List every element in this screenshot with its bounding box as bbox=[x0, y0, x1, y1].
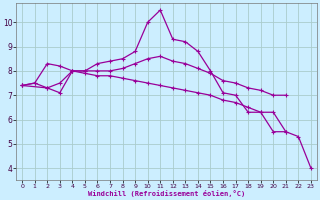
X-axis label: Windchill (Refroidissement éolien,°C): Windchill (Refroidissement éolien,°C) bbox=[88, 190, 245, 197]
